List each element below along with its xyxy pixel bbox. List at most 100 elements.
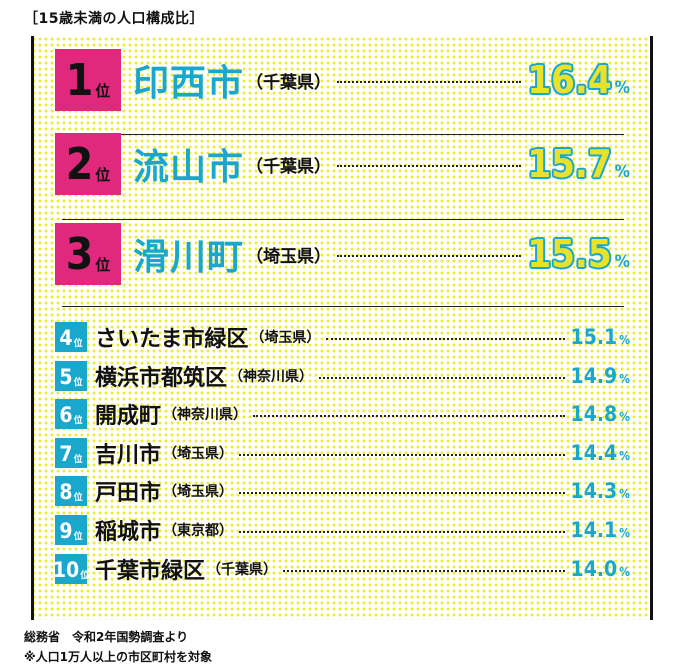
percentage-value: 14.1% (571, 518, 630, 542)
value-unit: % (619, 565, 630, 579)
value-unit: % (619, 449, 630, 463)
city-name: 滑川町 (133, 237, 245, 278)
rank-number: 10 (52, 558, 80, 582)
value-unit: % (614, 78, 630, 98)
city-name: さいたま市緑区 (95, 327, 249, 352)
prefecture-label: （千葉県） (246, 72, 332, 93)
rank-suffix: 位 (73, 493, 83, 503)
dotted-leader (337, 255, 522, 257)
scope-note: ※人口1万人以上の市区町村を対象 (24, 650, 213, 664)
value-number: 14.3 (570, 479, 618, 503)
value-number: 16.4 (527, 58, 612, 102)
chart-title: ［15歳未満の人口構成比］ (24, 11, 204, 27)
city-name: 開成町 (95, 404, 162, 429)
rank-number: 5 (59, 365, 73, 389)
city-name: 吉川市 (95, 443, 162, 468)
value-number: 14.1 (570, 518, 618, 542)
city-name: 千葉市緑区 (95, 559, 206, 584)
value-number: 14.9 (570, 364, 618, 388)
rank-number: 3 (65, 229, 94, 280)
dotted-leader (239, 454, 565, 456)
percentage-value: 14.9% (571, 364, 630, 388)
dotted-leader (253, 415, 565, 417)
prefecture-label: （東京都） (163, 523, 234, 539)
dotted-leader (337, 165, 522, 167)
dotted-leader (239, 531, 565, 533)
dotted-leader (337, 81, 522, 83)
dotted-leader (319, 377, 565, 379)
percentage-value: 15.5% (527, 232, 630, 276)
ranking-row: 6 位開成町 （神奈川県） 14.8% (55, 397, 630, 431)
percentage-value: 15.1% (571, 325, 630, 349)
ranking-row: 3 位滑川町 （埼玉県） 15.5% (55, 222, 630, 286)
dotted-leader (239, 492, 565, 494)
rank-suffix: 位 (73, 416, 83, 426)
value-unit: % (619, 487, 630, 501)
ranking-row: 1 位印西市 （千葉県） 16.4% (55, 48, 630, 112)
dotted-background (31, 36, 653, 620)
percentage-value: 14.0% (571, 557, 630, 581)
rank-suffix: 位 (73, 378, 83, 388)
rank-number: 2 (65, 139, 94, 190)
percentage-value: 15.7% (527, 142, 630, 186)
prefecture-label: （埼玉県） (246, 246, 332, 267)
prefecture-label: （神奈川県） (229, 369, 314, 385)
value-number: 14.0 (570, 557, 618, 581)
rank-suffix: 位 (95, 256, 111, 274)
rank-number: 1 (65, 55, 94, 106)
percentage-value: 14.3% (571, 479, 630, 503)
percentage-value: 16.4% (527, 58, 630, 102)
rank-number: 9 (59, 519, 73, 543)
ranking-row: 5 位横浜市都筑区 （神奈川県） 14.9% (55, 359, 630, 393)
value-unit: % (619, 372, 630, 386)
prefecture-label: （神奈川県） (163, 407, 248, 423)
rank-suffix: 位 (73, 339, 83, 349)
value-unit: % (619, 333, 630, 347)
value-number: 15.7 (527, 142, 612, 186)
city-name: 稲城市 (95, 520, 162, 545)
ranking-row: 8 位戸田市 （埼玉県） 14.3% (55, 474, 630, 508)
separator-line (62, 219, 624, 220)
value-unit: % (619, 526, 630, 540)
ranking-row: 9 位稲城市 （東京都） 14.1% (55, 513, 630, 547)
separator-line (62, 134, 624, 135)
rank-suffix: 位 (73, 455, 83, 465)
city-name: 印西市 (133, 63, 245, 104)
prefecture-label: （埼玉県） (163, 446, 234, 462)
ranking-row: 2 位流山市 （千葉県） 15.7% (55, 132, 630, 196)
ranking-row: 10 位千葉市緑区 （千葉県） 14.0% (52, 552, 630, 586)
rank-suffix: 位 (80, 571, 90, 581)
rank-suffix: 位 (95, 82, 111, 100)
value-number: 14.4 (570, 441, 618, 465)
percentage-value: 14.8% (571, 402, 630, 426)
value-number: 15.5 (527, 232, 612, 276)
city-name: 戸田市 (95, 481, 162, 506)
source-note: 総務省 令和2年国勢調査より (24, 630, 189, 644)
value-unit: % (614, 252, 630, 272)
prefecture-label: （千葉県） (207, 562, 278, 578)
prefecture-label: （千葉県） (246, 156, 332, 177)
ranking-row: 4 位さいたま市緑区 （埼玉県） 15.1% (55, 320, 630, 354)
value-number: 14.8 (570, 402, 618, 426)
city-name: 横浜市都筑区 (95, 366, 228, 391)
prefecture-label: （埼玉県） (163, 484, 234, 500)
left-border-bar (31, 36, 34, 620)
rank-badge: 10 位 (52, 554, 90, 584)
rank-number: 4 (59, 326, 73, 350)
value-unit: % (619, 410, 630, 424)
dotted-leader (326, 338, 565, 340)
percentage-value: 14.4% (571, 441, 630, 465)
dotted-leader (283, 570, 565, 572)
rank-suffix: 位 (95, 166, 111, 184)
separator-line (62, 306, 624, 307)
value-number: 15.1 (570, 325, 618, 349)
